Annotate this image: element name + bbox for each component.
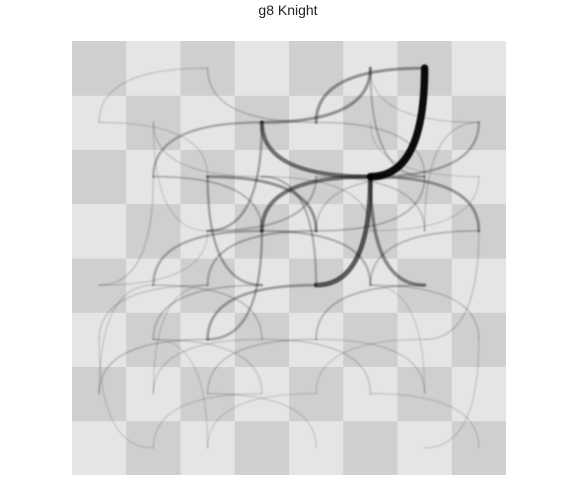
move-path-e3-g2	[315, 338, 426, 395]
move-path-a4-c5	[98, 230, 209, 286]
move-path-b6-d5	[152, 175, 263, 232]
board-squares	[72, 41, 506, 475]
square-d8	[234, 41, 290, 96]
move-path-c5-e6	[206, 175, 318, 232]
square-a5	[72, 203, 127, 259]
move-path-g8-e7	[314, 66, 427, 124]
move-path-f2-h1	[369, 392, 480, 449]
move-path-c6-e5	[206, 175, 318, 233]
knight-path-heatmap	[72, 41, 506, 475]
move-path-b7-c5	[152, 121, 209, 232]
move-path-d5-b4	[152, 229, 264, 287]
move-path-d7-c5	[206, 121, 264, 233]
chart-title: g8 Knight	[258, 2, 318, 18]
chess-board	[72, 41, 506, 475]
move-path-d2-b1	[152, 392, 263, 449]
move-path-h5-g3	[423, 230, 480, 341]
move-path-f6-g4	[368, 174, 427, 287]
move-path-e6-g5	[315, 175, 426, 232]
move-path-a7-c6	[98, 121, 209, 178]
square-d1	[234, 420, 290, 475]
move-path-c4-a3	[98, 284, 209, 341]
square-a6	[72, 149, 127, 205]
square-h4	[451, 258, 506, 313]
knight-paths	[98, 64, 481, 449]
square-b8	[126, 41, 181, 96]
move-path-f8-g6	[369, 67, 426, 178]
move-path-h3-g1	[423, 338, 480, 449]
move-path-e5-c4	[206, 229, 318, 287]
move-path-e5-g6	[315, 175, 426, 232]
move-path-d6-b7	[152, 121, 263, 178]
square-a8	[72, 41, 127, 96]
move-path-c1-b3	[152, 338, 209, 449]
square-a1	[72, 420, 127, 475]
square-f3	[343, 312, 398, 367]
move-path-d5-c3	[206, 229, 264, 341]
move-path-e4-d6	[260, 175, 318, 287]
move-path-f4-h3	[369, 284, 480, 341]
move-path-h5-f4	[369, 229, 480, 287]
square-h2	[451, 366, 506, 422]
move-path-c8-a7	[98, 67, 209, 124]
square-f1	[343, 420, 398, 475]
move-path-e7-c8	[206, 67, 317, 124]
move-path-b6-a4	[98, 175, 155, 286]
move-path-a3-b1	[98, 338, 155, 449]
square-h8	[451, 41, 506, 96]
move-path-g5-h7	[423, 121, 480, 232]
move-path-e2-c1	[206, 392, 317, 449]
move-path-h6-f7	[369, 121, 480, 178]
move-path-e7-g6	[315, 121, 426, 178]
move-path-d6-f5	[261, 175, 372, 232]
move-path-d4-b3	[152, 284, 263, 341]
move-path-d3-b2	[152, 338, 263, 395]
move-path-g2-f4	[369, 284, 426, 395]
move-path-f5-h6	[369, 175, 480, 232]
move-path-f6-h7	[369, 121, 481, 178]
move-path-g3-e2	[315, 338, 426, 395]
move-path-c6-d4	[206, 175, 264, 287]
move-path-b2-c4	[152, 284, 209, 395]
move-path-g8-f6	[366, 64, 429, 181]
move-path-b3-d2	[152, 338, 263, 395]
move-path-h7-f8	[369, 67, 480, 124]
